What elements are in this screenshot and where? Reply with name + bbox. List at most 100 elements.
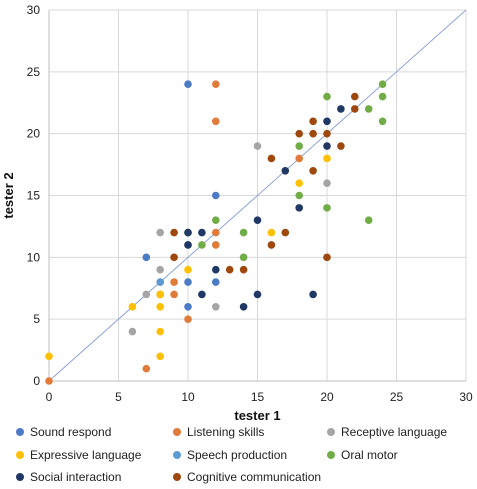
y-tick-label: 30 [27, 3, 41, 17]
data-point [212, 117, 220, 126]
y-tick-label: 10 [27, 250, 41, 264]
data-point [295, 154, 304, 163]
x-axis-title: tester 1 [234, 408, 280, 423]
data-point [198, 228, 206, 237]
x-tick-label: 20 [320, 390, 334, 404]
y-tick-label: 20 [27, 127, 41, 141]
legend-label: Speech production [187, 448, 287, 462]
legend-label: Receptive language [341, 425, 447, 439]
data-point [156, 327, 164, 336]
data-point [337, 105, 345, 113]
legend-item: Receptive language [327, 425, 447, 439]
data-point [156, 228, 164, 237]
x-tick-label: 30 [459, 390, 473, 404]
data-point [212, 265, 220, 274]
data-point [212, 228, 220, 237]
data-point [156, 352, 164, 361]
data-point [212, 241, 220, 249]
data-point [295, 179, 304, 187]
data-point [156, 265, 164, 274]
legend-marker [16, 473, 24, 481]
data-point [281, 228, 290, 237]
data-point [142, 290, 151, 299]
data-point [198, 241, 206, 249]
legend-item: Cognitive communication [173, 470, 321, 484]
data-point [156, 303, 164, 311]
data-point [170, 228, 178, 237]
data-point [239, 228, 248, 237]
data-point [295, 129, 304, 138]
y-tick-label: 25 [27, 65, 41, 79]
data-point [239, 303, 248, 311]
data-point [184, 241, 192, 249]
data-point [295, 204, 304, 212]
data-point [212, 278, 220, 286]
data-point [323, 154, 331, 163]
data-point [198, 290, 206, 299]
legend-item: Listening skills [173, 425, 264, 439]
data-point [267, 154, 276, 163]
legend-item: Social interaction [16, 470, 121, 484]
legend-label: Listening skills [187, 425, 264, 439]
legend-marker [327, 451, 335, 459]
data-point [156, 278, 164, 286]
data-point [170, 290, 178, 299]
legend-item: Expressive language [16, 448, 142, 462]
data-point [295, 142, 304, 150]
data-point [323, 142, 331, 150]
data-point [253, 142, 262, 150]
series-receptive-language [128, 142, 331, 336]
data-point [378, 80, 387, 88]
data-point [184, 80, 192, 88]
data-point [281, 166, 290, 175]
data-point [323, 204, 331, 212]
data-point [378, 92, 387, 101]
legend-marker [16, 451, 24, 459]
data-point [128, 327, 137, 336]
x-tick-label: 5 [115, 390, 122, 404]
legend-marker [173, 473, 181, 481]
legend-label: Sound respond [30, 425, 111, 439]
y-tick-label: 0 [33, 374, 40, 388]
data-point [156, 290, 164, 299]
legend-item: Sound respond [16, 425, 111, 439]
data-point [267, 241, 276, 249]
data-point [212, 80, 220, 88]
legend-marker [327, 428, 335, 436]
data-point [309, 129, 317, 138]
data-point [323, 92, 331, 101]
y-tick-label: 15 [27, 189, 41, 203]
series-cognitive-communication [170, 92, 359, 274]
data-point [184, 303, 192, 311]
data-point [323, 129, 331, 138]
data-point [267, 228, 276, 237]
legend-marker [16, 428, 24, 436]
data-point [142, 253, 151, 262]
legend-label: Oral motor [341, 448, 398, 462]
data-point [142, 364, 151, 373]
data-point [184, 228, 192, 237]
legend-item: Oral motor [327, 448, 398, 462]
x-tick-label: 10 [181, 390, 195, 404]
data-point [212, 191, 220, 200]
data-point [184, 278, 192, 286]
data-point [45, 352, 53, 361]
data-point [212, 303, 220, 311]
data-point [170, 253, 178, 262]
data-point [364, 216, 373, 225]
data-point [351, 92, 359, 101]
x-tick-label: 15 [251, 390, 265, 404]
x-tick-label: 25 [390, 390, 404, 404]
y-axis-title: tester 2 [1, 172, 16, 218]
data-point [351, 105, 359, 113]
x-tick-label: 0 [46, 390, 53, 404]
data-point [45, 377, 53, 385]
data-point [212, 216, 220, 225]
series-expressive-language [45, 154, 331, 361]
data-point [378, 117, 387, 126]
data-point [170, 278, 178, 286]
data-point [337, 142, 345, 150]
data-point [309, 166, 317, 175]
series-oral-motor [198, 80, 387, 262]
